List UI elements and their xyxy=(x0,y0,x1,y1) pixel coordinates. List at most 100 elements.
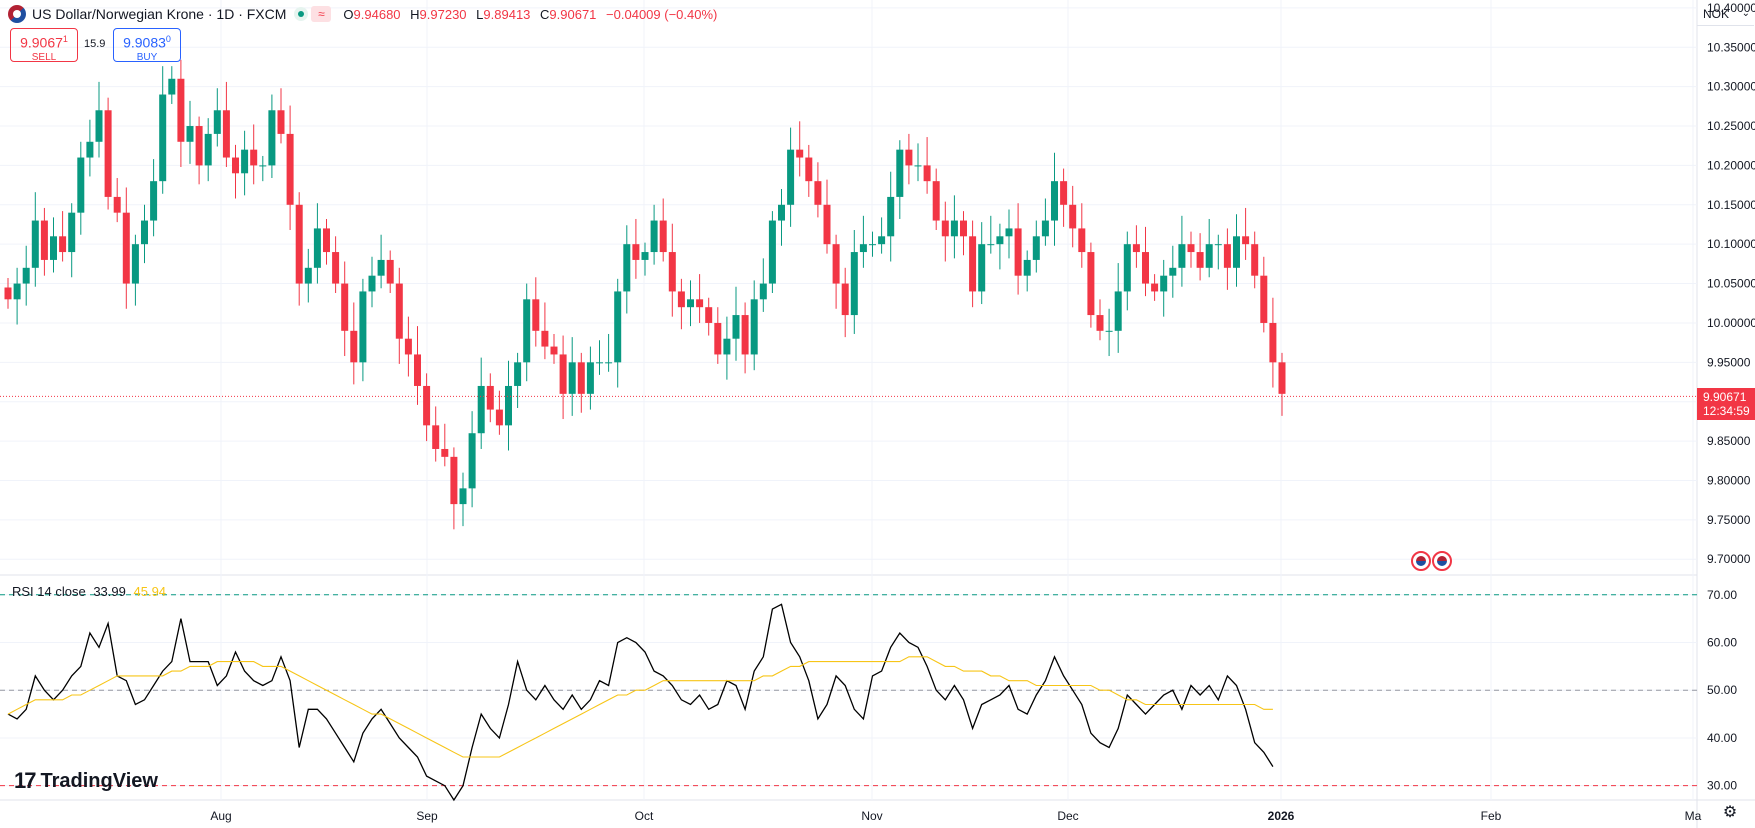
currency-label: NOK xyxy=(1703,7,1730,21)
tradingview-logo[interactable]: 17 TradingView xyxy=(14,768,158,794)
open-key: O xyxy=(343,6,354,22)
rsi-legend[interactable]: RSI 14 close 33.99 45.94 xyxy=(12,584,166,599)
price-tick-label: 9.70000 xyxy=(1707,552,1751,566)
candle-body xyxy=(86,141,94,158)
candle-body xyxy=(914,165,922,167)
candle-body xyxy=(295,204,303,284)
candle-body xyxy=(559,354,567,394)
candle-body xyxy=(1233,236,1240,268)
change-value: −0.04009 (−0.40%) xyxy=(606,6,718,22)
ohlc-values: O9.94680 H9.97230 L9.89413 C9.90671 −0.0… xyxy=(343,7,723,22)
candle-body xyxy=(796,149,804,158)
price-tick-label: 10.35000 xyxy=(1707,40,1755,54)
time-tick-label: Dec xyxy=(1057,809,1078,823)
price-tick-label: 10.00000 xyxy=(1707,316,1755,330)
currency-select[interactable]: NOK ⌄ xyxy=(1697,2,1754,26)
time-tick-label: Sep xyxy=(416,809,438,823)
candle-body xyxy=(313,228,321,268)
candle-body xyxy=(1078,228,1086,253)
candle-body xyxy=(1178,244,1186,268)
symbol-title[interactable]: US Dollar/Norwegian Krone · 1D · FXCM xyxy=(32,6,287,22)
candle-body xyxy=(586,362,594,394)
candle-body xyxy=(268,110,276,166)
price-tick-label: 10.40000 xyxy=(1707,1,1755,15)
candle-body xyxy=(732,315,740,339)
candle-body xyxy=(1105,330,1113,332)
candle-body xyxy=(1096,315,1104,331)
sell-button[interactable]: 9.90671 SELL xyxy=(10,28,78,63)
candle-body xyxy=(750,299,758,355)
usd-flag-icon xyxy=(8,5,26,23)
candle-body xyxy=(486,385,494,410)
candle-body xyxy=(441,448,449,457)
candle-body xyxy=(887,196,895,237)
candle-body xyxy=(95,110,103,142)
low-value: 9.89413 xyxy=(483,6,531,22)
candle-body xyxy=(932,181,940,221)
candle-body xyxy=(368,275,376,292)
candle-body xyxy=(705,307,713,323)
candle-body xyxy=(131,244,139,284)
candle-body xyxy=(432,425,440,449)
candle-body xyxy=(714,322,722,355)
us-event-icon[interactable] xyxy=(1432,551,1452,571)
rsi-tick-label: 30.00 xyxy=(1707,779,1737,793)
candle-body xyxy=(996,236,1004,245)
rsi-tick-label: 40.00 xyxy=(1707,731,1737,745)
candle-body xyxy=(568,362,576,394)
rsi-ma-line xyxy=(7,656,1273,758)
wave-icon[interactable]: ≈ xyxy=(311,6,332,22)
candle-body xyxy=(596,362,603,364)
candle-body xyxy=(186,126,194,142)
candle-body xyxy=(1278,362,1286,394)
buy-button[interactable]: 9.90830 BUY xyxy=(113,28,181,63)
close-key: C xyxy=(540,6,550,22)
candle-body xyxy=(423,385,431,426)
candle-body xyxy=(468,433,476,489)
candle-body xyxy=(641,252,649,260)
candle-body xyxy=(832,244,840,284)
high-value: 9.97230 xyxy=(419,6,467,22)
candle-body xyxy=(141,220,148,245)
candle-body xyxy=(814,181,822,205)
last-price-tag: 9.90671 12:34:59 xyxy=(1697,388,1755,420)
candle-body xyxy=(532,299,540,331)
candle-body xyxy=(514,362,522,386)
sell-price: 9.9067 xyxy=(20,34,63,51)
candle-body xyxy=(696,299,704,308)
spread-value: 15.9 xyxy=(84,38,106,50)
us-event-icon[interactable] xyxy=(1411,551,1431,571)
close-value: 9.90671 xyxy=(549,6,597,22)
candle-body xyxy=(477,385,485,434)
candle-body xyxy=(332,252,340,284)
candle-body xyxy=(978,244,986,292)
candle-body xyxy=(878,236,886,245)
candle-body xyxy=(1060,181,1068,205)
candle-body xyxy=(1023,259,1031,276)
candle-body xyxy=(768,220,776,284)
candle-body xyxy=(159,94,167,182)
candle-body xyxy=(277,110,285,134)
candle-body xyxy=(605,362,613,364)
candle-body xyxy=(414,354,421,386)
candle-body xyxy=(969,236,977,292)
candle-body xyxy=(377,259,385,276)
candle-body xyxy=(687,299,694,308)
candle-body xyxy=(1114,291,1122,331)
candle-body xyxy=(459,488,467,505)
price-tick-label: 10.05000 xyxy=(1707,277,1755,291)
gear-icon[interactable]: ⚙ xyxy=(1722,804,1738,821)
candle-body xyxy=(1132,244,1140,253)
rsi-ma-value: 45.94 xyxy=(133,584,167,599)
candle-body xyxy=(1005,228,1013,237)
candle-body xyxy=(659,220,667,253)
candle-body xyxy=(1032,236,1040,260)
candle-body xyxy=(450,456,458,505)
open-value: 9.94680 xyxy=(353,6,401,22)
candle-body xyxy=(1041,220,1049,237)
candle-body xyxy=(68,212,76,253)
market-open-status-icon[interactable] xyxy=(294,7,309,21)
candle-body xyxy=(1087,252,1095,316)
candle-body xyxy=(869,244,876,246)
